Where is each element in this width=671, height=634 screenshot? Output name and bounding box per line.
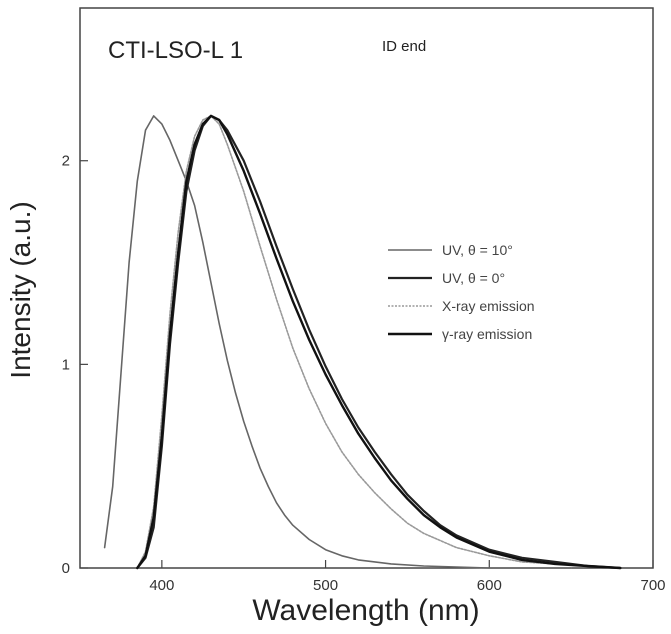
y-tick-label: 1	[62, 356, 70, 373]
chart-title: CTI-LSO-L 1	[108, 37, 243, 64]
x-tick-label: 500	[313, 577, 338, 594]
y-axis-ticks: 0 1 2	[62, 153, 88, 577]
y-axis-label: Intensity (a.u.)	[5, 201, 36, 378]
series-line-3	[136, 115, 622, 569]
legend: UV, θ = 10° UV, θ = 0° X-ray emission γ-ray…	[388, 242, 535, 342]
x-tick-label: 600	[477, 577, 502, 594]
series-line-4	[136, 114, 622, 570]
x-tick-label: 400	[149, 577, 174, 594]
x-tick-label: 700	[640, 577, 665, 594]
y-tick-label: 0	[62, 560, 70, 577]
id-end-annotation: ID end	[382, 38, 426, 55]
series-lines	[103, 114, 622, 570]
y-tick-label: 2	[62, 153, 70, 170]
x-axis-ticks: 400 500 600 700	[149, 560, 666, 594]
legend-label: UV, θ = 10°	[442, 242, 513, 258]
plot-frame	[79, 7, 654, 569]
legend-label: γ-ray emission	[442, 326, 532, 342]
series-line-1	[103, 115, 572, 569]
x-axis-label: Wavelength (nm)	[252, 594, 479, 627]
legend-label: X-ray emission	[442, 298, 535, 314]
legend-label: UV, θ = 0°	[442, 270, 505, 286]
